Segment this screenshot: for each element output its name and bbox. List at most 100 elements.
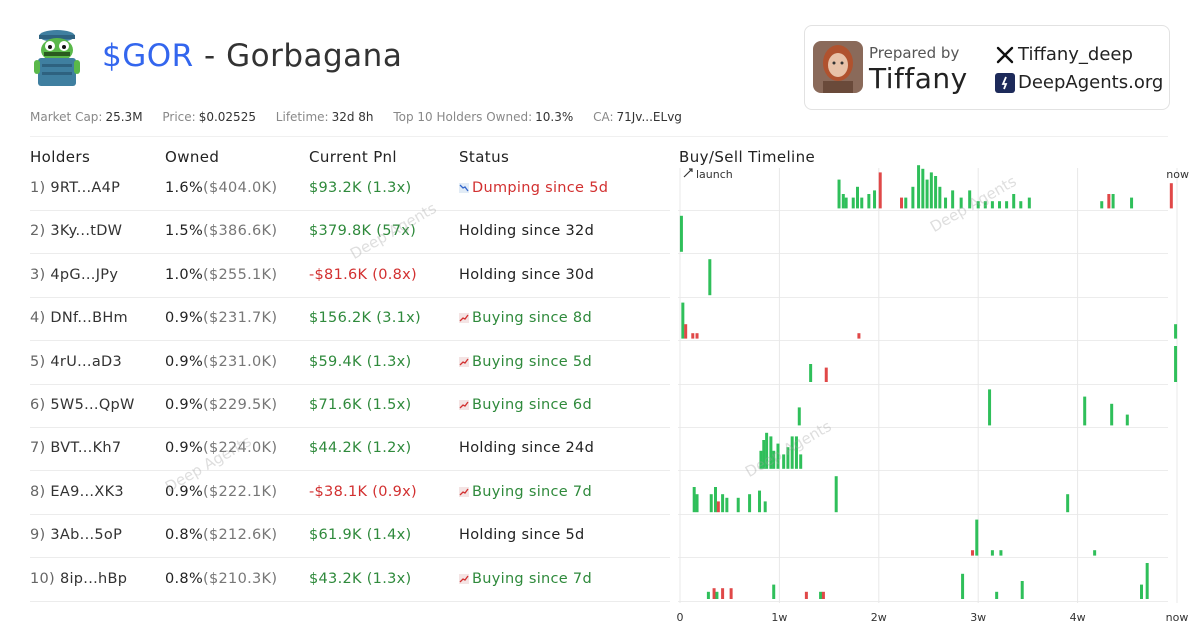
- avatar: [813, 41, 863, 93]
- x-tick-label: 1w: [771, 611, 787, 624]
- holder-pnl: $71.6K (1.5x): [309, 397, 412, 413]
- stat-market-cap: Market Cap: 25.3M: [30, 110, 143, 124]
- row-divider: [30, 253, 670, 255]
- holder-address[interactable]: 5) 4rU...aD3: [30, 353, 123, 370]
- x-tick-label: 0: [677, 611, 684, 624]
- holder-pnl: $59.4K (1.3x): [309, 353, 412, 370]
- page-title: $GOR - Gorbagana: [102, 38, 402, 74]
- token-ticker: $GOR: [102, 38, 194, 74]
- holder-pnl: $43.2K (1.3x): [309, 570, 412, 587]
- holder-address[interactable]: 8) EA9...XK3: [30, 483, 124, 500]
- sell-bar: [1169, 183, 1173, 209]
- holder-pnl: $61.9K (1.4x): [309, 527, 412, 544]
- stat-lifetime: Lifetime: 32d 8h: [275, 110, 374, 124]
- row-divider: [678, 383, 1168, 385]
- title-separator: -: [193, 38, 227, 74]
- x-logo-icon: [996, 46, 1014, 63]
- trend-up-icon: [459, 486, 469, 497]
- holder-status: Buying since 8d: [459, 310, 592, 326]
- buy-bar: [1174, 346, 1178, 382]
- x-tick-label: 3w: [970, 611, 986, 624]
- stat-price: Price: $0.02525: [162, 110, 256, 124]
- twitter-link[interactable]: Tiffany_deep: [995, 44, 1133, 65]
- holder-row[interactable]: 10) 8ip...hBp 0.8%($210.3K) $43.2K (1.3x) B…: [30, 559, 1168, 602]
- holder-status: Holding since 5d: [459, 527, 585, 544]
- trend-up-icon: [459, 400, 469, 410]
- col-header-holders: Holders: [30, 148, 91, 166]
- holder-status: Dumping since 5d: [459, 180, 608, 196]
- holder-pnl: $379.8K (57x): [309, 223, 417, 240]
- holder-row[interactable]: 2) 3Ky...tDW 1.5%($386.6K) $379.8K (57x) Ho…: [30, 211, 1168, 255]
- holder-owned: 0.9%($231.0K): [165, 353, 278, 370]
- holder-row[interactable]: 8) EA9...XK3 0.9%($222.1K) -$38.1K (0.9x) B…: [30, 472, 1168, 515]
- holder-row[interactable]: 5) 4rU...aD3 0.9%($231.0K) $59.4K (1.3x) Bu…: [30, 342, 1168, 385]
- col-header-status: Status: [459, 148, 510, 166]
- holder-address[interactable]: 3) 4pG...JPy: [30, 266, 119, 283]
- row-divider: [30, 340, 670, 342]
- row-divider: [678, 600, 1168, 602]
- holder-status: Buying since 7d: [459, 571, 592, 587]
- twitter-handle: Tiffany_deep: [1018, 44, 1133, 65]
- holder-address[interactable]: 1) 9RT...A4P: [30, 180, 121, 196]
- holder-row[interactable]: 1) 9RT...A4P 1.6%($404.0K) $93.2K (1.3x) Du…: [30, 168, 1168, 211]
- row-divider: [30, 557, 670, 559]
- holder-pnl: -$81.6K (0.8x): [309, 266, 418, 283]
- holder-owned: 0.9%($224.0K): [165, 440, 278, 457]
- x-tick-label: now: [1166, 611, 1189, 624]
- holder-row[interactable]: 3) 4pG...JPy 1.0%($255.1K) -$81.6K (0.8x) H…: [30, 255, 1168, 298]
- x-tick-label: 4w: [1070, 611, 1086, 624]
- token-name: Gorbagana: [226, 38, 403, 74]
- deepagents-logo-icon: [995, 72, 1015, 93]
- holder-row[interactable]: 7) BVT...Kh7 0.9%($224.0K) $44.2K (1.2x) Ho…: [30, 428, 1168, 472]
- buy-bar: [1174, 324, 1178, 339]
- holder-owned: 1.5%($386.6K): [165, 223, 278, 240]
- holder-row[interactable]: 6) 5W5...QpW 0.9%($229.5K) $71.6K (1.5x) Bu…: [30, 385, 1168, 428]
- holder-status: Buying since 7d: [459, 484, 592, 500]
- col-header-owned: Owned: [165, 148, 220, 166]
- row-divider: [678, 340, 1168, 342]
- holder-pnl: -$38.1K (0.9x): [309, 483, 418, 500]
- website-link[interactable]: DeepAgents.org: [995, 72, 1163, 93]
- holder-owned: 0.9%($231.7K): [165, 310, 278, 327]
- row-divider: [678, 427, 1168, 428]
- x-tick-label: 2w: [871, 611, 887, 624]
- holder-owned: 0.9%($229.5K): [165, 397, 278, 413]
- trend-up-icon: [459, 573, 469, 584]
- row-divider: [678, 253, 1168, 255]
- row-divider: [30, 296, 670, 298]
- prepared-by-card: Prepared by Tiffany Tiffany_deep DeepAge…: [804, 25, 1170, 110]
- holder-address[interactable]: 9) 3Ab...5oP: [30, 527, 123, 544]
- holder-owned: 1.0%($255.1K): [165, 266, 278, 283]
- col-header-timeline: Buy/Sell Timeline: [679, 148, 816, 166]
- row-divider: [30, 513, 670, 515]
- holder-address[interactable]: 4) DNf...BHm: [30, 310, 128, 327]
- col-header-pnl: Current Pnl: [309, 148, 397, 166]
- holder-row[interactable]: 9) 3Ab...5oP 0.8%($212.6K) $61.9K (1.4x) Ho…: [30, 515, 1168, 559]
- holder-status: Holding since 32d: [459, 223, 595, 240]
- holder-address[interactable]: 6) 5W5...QpW: [30, 397, 135, 413]
- holder-address[interactable]: 7) BVT...Kh7: [30, 440, 122, 457]
- stat-contract-address[interactable]: CA: 71Jv...ELvg: [593, 110, 682, 124]
- trend-down-icon: [459, 183, 469, 193]
- row-divider: [678, 557, 1168, 559]
- stat-top10: Top 10 Holders Owned: 10.3%: [393, 110, 574, 124]
- row-divider: [678, 210, 1168, 211]
- preparer-name: Tiffany: [869, 62, 968, 95]
- row-divider: [678, 470, 1168, 472]
- holder-owned: 0.8%($210.3K): [165, 570, 278, 587]
- holder-owned: 0.9%($222.1K): [165, 483, 278, 500]
- header-divider: [30, 136, 1168, 137]
- holder-row[interactable]: 4) DNf...BHm 0.9%($231.7K) $156.2K (3.1x) B…: [30, 298, 1168, 342]
- gorbagana-mascot-icon: [34, 30, 80, 86]
- holder-owned: 0.8%($212.6K): [165, 527, 278, 544]
- holder-address[interactable]: 2) 3Ky...tDW: [30, 223, 123, 240]
- trend-up-icon: [459, 356, 469, 367]
- row-divider: [30, 600, 670, 602]
- row-divider: [678, 513, 1168, 515]
- holder-address[interactable]: 10) 8ip...hBp: [30, 570, 128, 587]
- prepared-by-label: Prepared by: [869, 44, 960, 62]
- row-divider: [30, 383, 670, 385]
- holder-status: Holding since 30d: [459, 266, 595, 283]
- holder-pnl: $44.2K (1.2x): [309, 440, 412, 457]
- row-divider: [30, 210, 670, 211]
